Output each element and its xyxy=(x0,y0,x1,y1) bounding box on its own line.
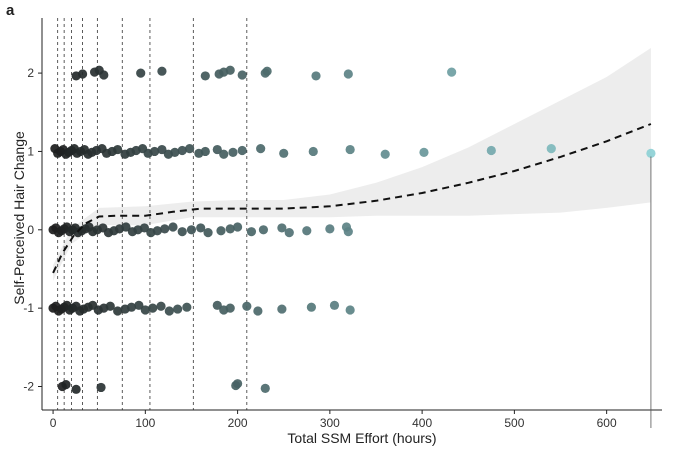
data-point-144 xyxy=(260,383,270,393)
data-point-58 xyxy=(486,145,496,156)
y-axis-label: Self-Perceived Hair Change xyxy=(11,131,27,305)
data-point-60 xyxy=(646,148,656,158)
data-point-128 xyxy=(182,302,192,312)
data-point-6 xyxy=(157,66,167,76)
data-point-55 xyxy=(345,144,355,155)
confidence-band xyxy=(53,48,651,281)
y-tick-label-0: 0 xyxy=(27,223,34,237)
vertical-reference-lines xyxy=(57,18,248,410)
data-point-15 xyxy=(343,69,353,79)
data-point-11 xyxy=(237,70,247,80)
data-point-59 xyxy=(546,144,556,154)
data-point-88 xyxy=(177,227,187,237)
data-point-134 xyxy=(277,304,287,314)
data-point-124 xyxy=(148,303,158,313)
data-point-56 xyxy=(380,149,390,159)
data-point-132 xyxy=(242,301,252,311)
data-point-97 xyxy=(277,223,287,233)
data-points xyxy=(48,65,656,428)
x-tick-label-400: 400 xyxy=(412,416,432,430)
y-tick-label--1: -1 xyxy=(23,301,34,315)
x-tick-label-200: 200 xyxy=(228,416,248,430)
data-point-143 xyxy=(232,379,243,389)
data-point-40 xyxy=(149,146,160,157)
data-point-34 xyxy=(113,144,123,155)
data-point-92 xyxy=(216,226,226,236)
data-point-98 xyxy=(284,228,294,238)
data-point-140 xyxy=(71,384,81,394)
data-point-85 xyxy=(152,226,162,236)
data-point-4 xyxy=(99,70,109,80)
x-tick-label-500: 500 xyxy=(504,416,524,430)
data-point-139 xyxy=(61,380,71,390)
data-point-89 xyxy=(186,225,197,235)
x-tick-label-100: 100 xyxy=(135,416,155,430)
axis-labels: Total SSM Effort (hours) Self-Perceived … xyxy=(11,131,437,446)
data-point-133 xyxy=(253,306,263,316)
data-point-127 xyxy=(173,304,183,314)
data-point-43 xyxy=(170,147,180,157)
data-point-121 xyxy=(126,302,137,312)
data-point-48 xyxy=(212,144,222,155)
data-point-125 xyxy=(156,301,166,311)
data-point-13 xyxy=(262,66,272,76)
data-point-5 xyxy=(136,68,146,78)
data-point-91 xyxy=(203,228,213,238)
data-point-135 xyxy=(306,302,317,312)
data-point-44 xyxy=(177,145,187,156)
confidence-band-layer xyxy=(53,48,651,281)
data-point-99 xyxy=(302,226,312,236)
data-point-131 xyxy=(225,303,235,313)
data-point-100 xyxy=(325,224,335,234)
data-point-86 xyxy=(160,224,170,234)
data-point-137 xyxy=(345,305,355,315)
data-point-87 xyxy=(168,222,178,232)
y-tick-label-1: 1 xyxy=(27,144,34,158)
data-point-51 xyxy=(237,145,247,156)
data-point-123 xyxy=(140,305,150,315)
data-point-57 xyxy=(419,147,429,157)
data-point-45 xyxy=(185,144,195,154)
data-point-52 xyxy=(256,144,266,154)
data-point-119 xyxy=(113,306,123,316)
data-point-50 xyxy=(228,147,238,157)
data-point-95 xyxy=(246,227,257,237)
axes: -2 -1 0 1 2 0 100 200 300 400 500 600 xyxy=(23,18,662,430)
data-point-14 xyxy=(311,71,321,81)
data-point-10 xyxy=(225,65,235,75)
x-tick-label-600: 600 xyxy=(597,416,617,430)
data-point-90 xyxy=(196,223,206,233)
data-point-47 xyxy=(200,146,210,157)
x-tick-label-0: 0 xyxy=(50,416,57,430)
data-point-54 xyxy=(308,146,318,157)
x-tick-label-300: 300 xyxy=(320,416,340,430)
data-point-16 xyxy=(447,67,457,77)
data-point-93 xyxy=(225,224,235,234)
data-point-129 xyxy=(212,300,222,310)
y-tick-label--2: -2 xyxy=(23,379,34,393)
x-axis-label: Total SSM Effort (hours) xyxy=(287,430,436,446)
panel-label: a xyxy=(6,2,15,19)
data-point-102 xyxy=(343,227,353,237)
data-point-83 xyxy=(139,223,150,233)
data-point-118 xyxy=(105,301,115,311)
data-point-53 xyxy=(279,148,289,158)
data-point-141 xyxy=(96,382,106,393)
trend-line xyxy=(52,123,652,274)
data-point-96 xyxy=(258,225,269,235)
data-point-122 xyxy=(134,300,144,310)
data-point-94 xyxy=(232,222,243,232)
data-point-80 xyxy=(121,222,131,232)
y-tick-label-2: 2 xyxy=(27,66,34,80)
data-point-126 xyxy=(164,306,174,316)
data-point-49 xyxy=(219,149,229,159)
data-point-1 xyxy=(77,69,88,79)
data-point-41 xyxy=(157,144,167,155)
trend-line-layer xyxy=(52,123,652,274)
data-point-7 xyxy=(200,71,210,81)
data-point-136 xyxy=(329,300,340,310)
